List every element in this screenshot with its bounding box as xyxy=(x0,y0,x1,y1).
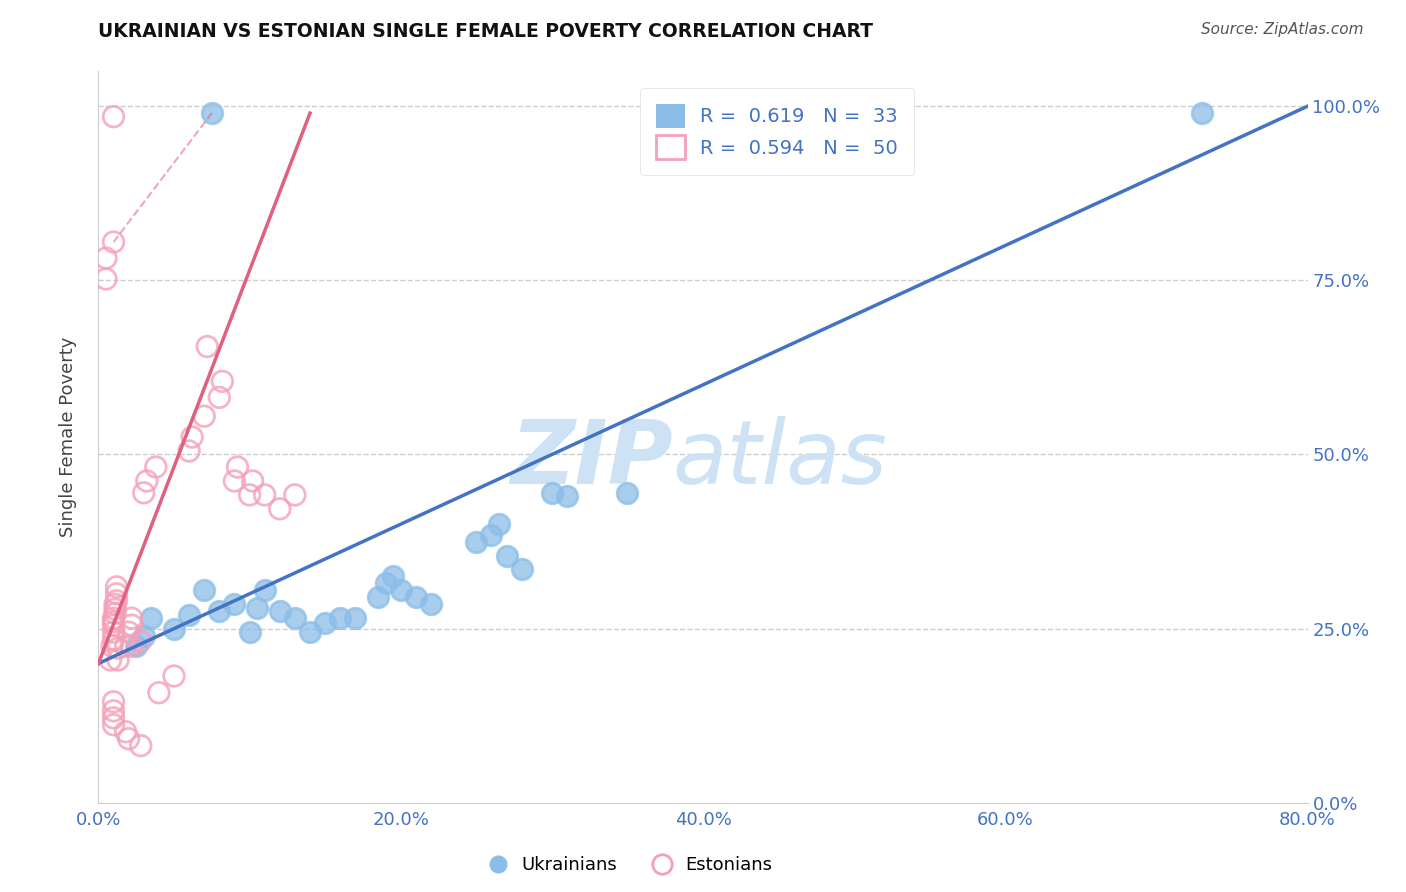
Point xyxy=(135,474,157,488)
Point xyxy=(211,375,233,389)
Point xyxy=(118,625,141,640)
Point xyxy=(239,625,262,640)
Point xyxy=(103,611,125,625)
Point xyxy=(253,488,276,502)
Point xyxy=(141,611,163,625)
Point xyxy=(103,711,125,725)
Point xyxy=(284,611,307,625)
Point xyxy=(104,602,127,616)
Point xyxy=(488,517,510,532)
Point xyxy=(121,611,143,625)
Point xyxy=(208,604,231,618)
Point xyxy=(104,607,127,621)
Point xyxy=(148,686,170,700)
Point xyxy=(103,695,125,709)
Point xyxy=(382,569,405,583)
Point xyxy=(121,618,143,632)
Point xyxy=(163,622,186,636)
Point xyxy=(103,718,125,732)
Point xyxy=(374,576,396,591)
Point xyxy=(103,704,125,718)
Point xyxy=(314,616,336,631)
Point xyxy=(107,641,129,656)
Text: Source: ZipAtlas.com: Source: ZipAtlas.com xyxy=(1201,22,1364,37)
Point xyxy=(193,583,215,598)
Text: atlas: atlas xyxy=(673,416,887,502)
Point xyxy=(193,409,215,424)
Point xyxy=(510,562,533,576)
Point xyxy=(94,272,117,286)
Point xyxy=(181,430,204,444)
Point xyxy=(239,488,262,502)
Point xyxy=(105,587,128,601)
Point xyxy=(101,639,124,653)
Point xyxy=(100,653,122,667)
Point xyxy=(129,739,152,753)
Point xyxy=(103,632,125,646)
Text: UKRAINIAN VS ESTONIAN SINGLE FEMALE POVERTY CORRELATION CHART: UKRAINIAN VS ESTONIAN SINGLE FEMALE POVE… xyxy=(98,22,873,41)
Point xyxy=(1191,106,1213,120)
Point xyxy=(344,611,367,625)
Point xyxy=(299,625,322,640)
Point xyxy=(103,615,125,629)
Point xyxy=(269,604,291,618)
Y-axis label: Single Female Poverty: Single Female Poverty xyxy=(59,337,77,537)
Point xyxy=(253,583,276,598)
Point xyxy=(555,489,578,503)
Point xyxy=(125,639,148,653)
Point xyxy=(121,639,143,653)
Point xyxy=(103,110,125,124)
Point xyxy=(329,611,352,625)
Point xyxy=(495,549,517,563)
Point xyxy=(145,460,167,475)
Point xyxy=(284,488,307,502)
Point xyxy=(195,339,218,353)
Point xyxy=(246,600,269,615)
Point xyxy=(132,485,155,500)
Point xyxy=(405,591,427,605)
Point xyxy=(481,527,503,541)
Text: ZIP: ZIP xyxy=(510,416,673,502)
Point xyxy=(105,580,128,594)
Point xyxy=(389,583,412,598)
Point xyxy=(103,625,125,640)
Point xyxy=(104,597,127,611)
Point xyxy=(163,669,186,683)
Point xyxy=(616,485,638,500)
Point xyxy=(114,724,136,739)
Point xyxy=(179,444,201,458)
Point xyxy=(179,607,201,622)
Point xyxy=(367,591,389,605)
Point xyxy=(465,534,488,549)
Point xyxy=(269,501,291,516)
Point xyxy=(114,639,136,653)
Point xyxy=(208,390,231,404)
Legend: Ukrainians, Estonians: Ukrainians, Estonians xyxy=(481,849,779,881)
Point xyxy=(420,597,443,611)
Point xyxy=(201,106,224,120)
Point xyxy=(129,634,152,648)
Point xyxy=(103,235,125,249)
Point xyxy=(540,485,562,500)
Point xyxy=(105,594,128,608)
Point xyxy=(224,597,246,611)
Point xyxy=(103,618,125,632)
Point xyxy=(132,629,155,643)
Point xyxy=(242,474,264,488)
Point xyxy=(94,251,117,265)
Point xyxy=(224,474,246,488)
Point xyxy=(226,460,249,475)
Point xyxy=(118,731,141,746)
Point xyxy=(107,653,129,667)
